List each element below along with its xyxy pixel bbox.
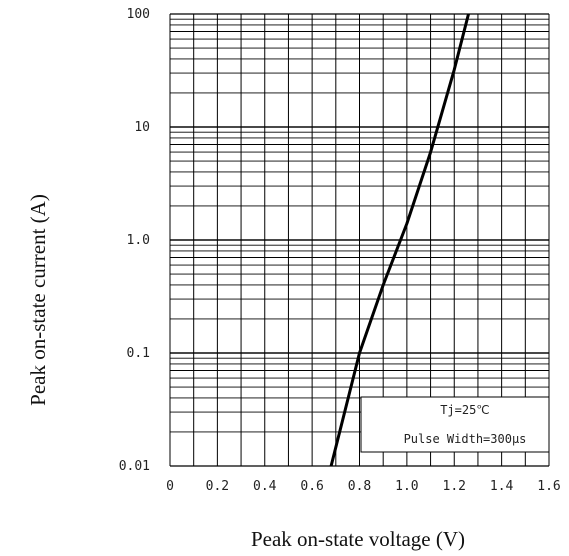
x-tick-label: 0.8 (348, 479, 371, 494)
x-tick-label: 0.2 (206, 479, 229, 494)
series-line (329, 13, 470, 467)
y-tick-label: 1.0 (127, 233, 150, 248)
x-tick-labels: 0 0.2 0.4 0.6 0.8 1.0 1.2 1.4 1.6 (166, 479, 561, 494)
x-tick-label: 1.4 (490, 479, 514, 494)
x-tick-label: 1.2 (443, 479, 466, 494)
x-tick-label: 0.6 (300, 479, 323, 494)
x-tick-label: 0.4 (253, 479, 277, 494)
y-axis-title: Peak on-state current (A) (26, 194, 50, 406)
x-tick-label: 0 (166, 479, 174, 494)
annotation-pulse-width: Pulse Width=300μs (404, 432, 527, 446)
x-axis-title: Peak on-state voltage (V) (251, 527, 465, 551)
chart-line-layer (329, 13, 470, 467)
annotation-box: Tj=25℃ Pulse Width=300μs (360, 396, 550, 453)
y-tick-label: 0.01 (119, 459, 150, 474)
y-tick-label: 100 (127, 7, 150, 22)
y-tick-label: 10 (134, 120, 150, 135)
x-tick-label: 1.6 (537, 479, 560, 494)
y-tick-label: 0.1 (127, 346, 150, 361)
x-tick-label: 1.0 (395, 479, 418, 494)
annotation-temperature: Tj=25℃ (440, 403, 490, 417)
y-tick-labels: 0.01 0.1 1.0 10 100 (119, 7, 150, 474)
chart-grid (169, 13, 550, 467)
